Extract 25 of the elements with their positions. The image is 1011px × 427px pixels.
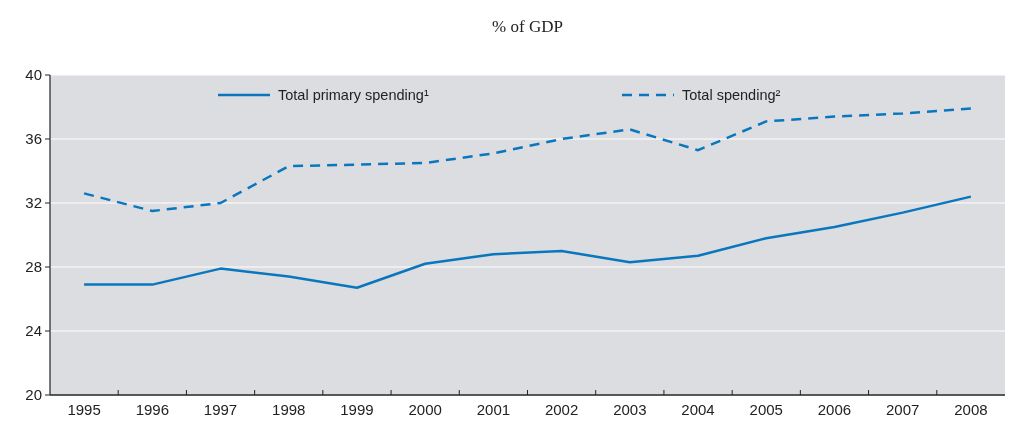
y-tick-label: 28 [25, 258, 42, 276]
y-tick-label: 20 [25, 386, 42, 404]
x-tick-label: 1996 [135, 401, 170, 418]
y-tick-label: 32 [25, 194, 42, 212]
x-tick-label: 2002 [544, 401, 579, 418]
line-series [82, 107, 973, 213]
x-tick-label: 2004 [681, 401, 715, 418]
x-tick-label: 2003 [613, 401, 647, 418]
x-tick-label: 2007 [885, 401, 920, 418]
x-tick-label: 2006 [817, 401, 852, 418]
legend-label: Total primary spending¹ [278, 87, 429, 103]
line-series [82, 195, 973, 290]
x-tick-label: 2001 [476, 401, 511, 418]
x-tick-label: 2008 [954, 401, 988, 418]
y-tick-label: 40 [25, 66, 42, 84]
chart-title: % of GDP [492, 17, 563, 36]
y-tick-label: 24 [25, 322, 42, 340]
x-tick-label: 1997 [203, 401, 238, 418]
y-tick-label: 36 [25, 130, 42, 148]
x-tick-label: 1995 [67, 401, 101, 418]
x-tick-label: 2000 [408, 401, 442, 418]
x-tick-label: 1999 [340, 401, 374, 418]
x-tick-label: 2005 [749, 401, 783, 418]
legend-label: Total spending² [682, 87, 781, 103]
x-tick-label: 1998 [272, 401, 306, 418]
